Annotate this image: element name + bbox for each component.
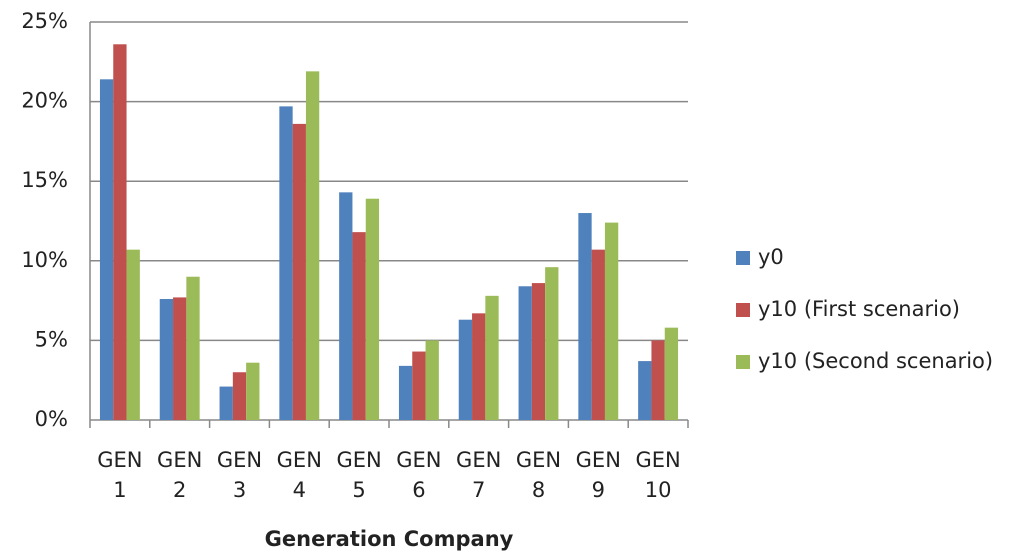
bar (305, 71, 320, 421)
bar (186, 276, 200, 420)
x-tick-label: GEN 9 (575, 448, 621, 502)
bar (664, 327, 679, 420)
y-tick-label: 15% (21, 168, 68, 192)
bar (651, 340, 665, 420)
y-tick-label: 5% (35, 327, 68, 351)
bar (173, 297, 187, 420)
x-tick-label: GEN 8 (515, 448, 562, 502)
legend-label: y0 (758, 245, 784, 269)
bar (159, 299, 174, 420)
x-axis-label: Generation Company (265, 527, 514, 551)
x-tick-label: GEN 6 (396, 448, 442, 502)
bar (638, 361, 652, 420)
bar (126, 249, 140, 420)
bar (113, 44, 127, 421)
y-tick-label: 20% (21, 89, 68, 113)
x-tick-label: GEN 10 (635, 448, 681, 502)
legend-swatch (736, 251, 750, 265)
bar (339, 192, 353, 420)
x-tick-label: GEN 4 (276, 448, 322, 502)
legend-label: y10 (First scenario) (758, 297, 960, 321)
bar (398, 365, 413, 420)
bar (591, 249, 605, 420)
legend-label: y10 (Second scenario) (758, 349, 993, 373)
bar (279, 106, 293, 420)
bar (246, 362, 260, 420)
bar (352, 232, 366, 420)
bar (219, 386, 233, 420)
x-tick-label: GEN 2 (157, 448, 203, 502)
y-tick-label: 25% (21, 9, 68, 33)
x-tick-label: GEN 1 (97, 448, 143, 502)
bar (604, 222, 619, 420)
x-tick-label: GEN 3 (216, 448, 263, 502)
y-tick-label: 10% (21, 248, 68, 272)
bar (485, 295, 499, 420)
bar (425, 340, 439, 420)
bar (531, 283, 546, 420)
y-tick-label: 0% (35, 407, 68, 431)
bar (518, 286, 532, 420)
bar (472, 313, 486, 420)
bar (545, 267, 559, 420)
bar (412, 351, 426, 420)
legend-swatch (736, 303, 750, 317)
bar (292, 123, 306, 420)
legend-swatch (736, 355, 750, 369)
bar (232, 372, 247, 420)
x-tick-label: GEN 5 (336, 448, 382, 502)
x-tick-label: GEN 7 (456, 448, 502, 502)
bar (99, 79, 114, 420)
bar (365, 198, 380, 420)
bar (578, 213, 592, 420)
bar (458, 319, 473, 420)
